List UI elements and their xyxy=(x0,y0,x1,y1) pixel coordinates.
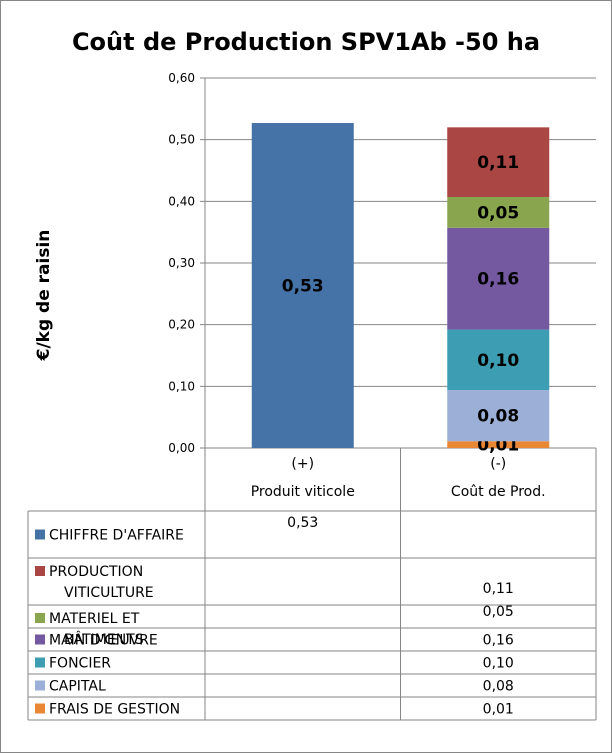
bar-segment xyxy=(447,197,550,228)
y-tick-label: 0,30 xyxy=(168,256,195,270)
data-label: 0,08 xyxy=(477,407,519,427)
table-value: 0,10 xyxy=(483,656,514,672)
table-value: 0,11 xyxy=(483,581,514,597)
legend-swatch xyxy=(35,634,45,645)
data-label: 0,16 xyxy=(477,270,519,290)
legend-swatch xyxy=(35,680,45,691)
y-tick-label: 0,00 xyxy=(168,441,195,455)
legend-label: MATERIEL ET xyxy=(49,611,140,627)
data-label: 0,05 xyxy=(477,203,519,223)
bar-segment xyxy=(447,227,550,330)
data-label: 0,10 xyxy=(477,351,519,371)
bar-segment xyxy=(447,390,550,442)
legend-label: BÂTIMENTS xyxy=(64,630,144,648)
bar-segment xyxy=(447,441,550,448)
y-tick-label: 0,20 xyxy=(168,318,195,332)
legend-label: CHIFFRE D'AFFAIRE xyxy=(49,528,184,544)
chart-title: Coût de Production SPV1Ab -50 ha xyxy=(71,28,541,56)
y-tick-label: 0,60 xyxy=(168,71,195,85)
data-label: 0,11 xyxy=(477,153,519,173)
table-value: 0,08 xyxy=(483,679,514,695)
bar-segment xyxy=(447,329,550,391)
legend-swatch xyxy=(35,613,45,623)
legend-label: PRODUCTION xyxy=(49,564,143,580)
legend-label: MAIN D'ŒUVRE xyxy=(49,633,158,649)
table-value: 0,05 xyxy=(483,604,514,620)
category-sign: (+) xyxy=(291,456,314,472)
legend-swatch xyxy=(35,529,45,540)
y-tick-label: 0,10 xyxy=(168,379,195,393)
category-sign: (-) xyxy=(490,456,506,472)
bar-segment xyxy=(447,127,550,198)
legend-swatch xyxy=(35,703,45,714)
legend-label: CAPITAL xyxy=(49,679,106,695)
legend-swatch xyxy=(35,657,45,668)
legend-swatch xyxy=(35,566,45,576)
y-tick-label: 0,50 xyxy=(168,133,195,147)
legend-label: FONCIER xyxy=(49,656,111,672)
y-tick-label: 0,40 xyxy=(168,194,195,208)
legend-label: VITICULTURE xyxy=(64,585,154,601)
table-value: 0,01 xyxy=(483,702,514,718)
table-value: 0,16 xyxy=(483,633,514,649)
bar-segment xyxy=(251,123,354,449)
data-label: 0,53 xyxy=(282,277,324,297)
category-label: Coût de Prod. xyxy=(451,484,546,500)
legend-label: FRAIS DE GESTION xyxy=(49,702,180,718)
table-value: 0,53 xyxy=(287,515,318,531)
category-label: Produit viticole xyxy=(251,484,355,500)
